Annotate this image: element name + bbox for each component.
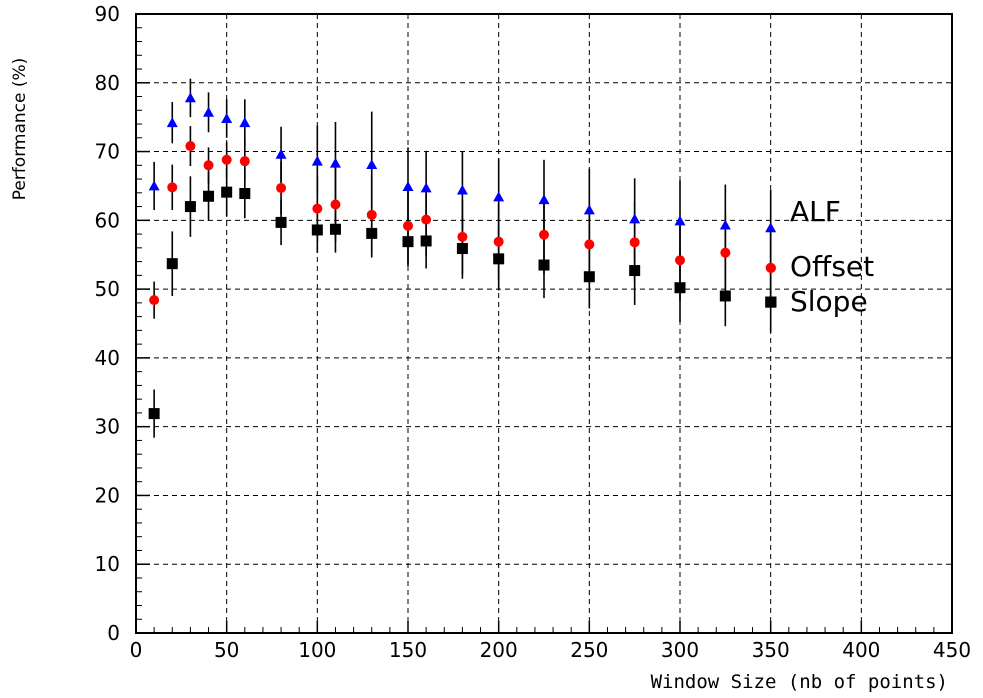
data-point-offset <box>493 236 504 247</box>
y-tick-label: 40 <box>95 346 120 370</box>
x-tick-label: 200 <box>480 638 518 662</box>
data-point-alf <box>402 181 414 192</box>
data-point-alf <box>203 106 215 117</box>
x-tick-label: 300 <box>661 638 699 662</box>
data-point-offset <box>584 239 595 250</box>
data-point-offset <box>239 156 250 167</box>
data-point-alf <box>456 184 468 195</box>
x-tick-label: 50 <box>214 638 239 662</box>
data-point-alf <box>239 117 251 128</box>
x-tick-label: 450 <box>933 638 971 662</box>
data-point-offset <box>312 203 323 214</box>
data-point-alf <box>538 194 550 205</box>
data-point-slope <box>221 186 233 198</box>
data-point-alf <box>719 219 731 230</box>
data-point-offset <box>675 255 685 266</box>
x-tick-label: 0 <box>130 638 143 662</box>
data-point-slope <box>629 265 641 277</box>
data-point-slope <box>166 258 178 270</box>
legend-label-offset: Offset <box>790 250 874 283</box>
legend-marker-offset <box>766 263 776 273</box>
legend-label-slope: Slope <box>790 285 868 318</box>
data-point-alf <box>275 148 287 159</box>
axis-ticks: 0 50 100 150 200 250 300 350 400 450 0 10 20 30 40 50 60… <box>95 2 972 662</box>
data-point-offset <box>366 209 377 220</box>
data-point-offset <box>457 231 468 242</box>
data-point-slope <box>366 227 378 239</box>
y-tick-label: 60 <box>95 208 120 232</box>
data-point-alf <box>765 222 777 233</box>
data-point-slope <box>239 188 251 200</box>
data-point-slope <box>275 216 287 228</box>
data-markers <box>148 92 777 420</box>
x-tick-label: 400 <box>842 638 880 662</box>
data-point-alf <box>329 157 341 168</box>
data-point-offset <box>203 160 214 171</box>
data-point-alf <box>674 215 686 226</box>
plot-frame <box>135 13 953 634</box>
data-point-offset <box>167 182 178 193</box>
data-point-slope <box>148 408 160 420</box>
data-point-slope <box>203 190 215 202</box>
data-point-alf <box>366 159 378 170</box>
data-point-slope <box>456 243 468 255</box>
data-point-alf <box>148 180 160 191</box>
x-tick-label: 350 <box>752 638 790 662</box>
data-point-slope <box>420 235 432 247</box>
data-point-slope <box>583 271 595 283</box>
data-point-alf <box>221 113 233 123</box>
data-point-offset <box>720 247 731 258</box>
data-point-offset <box>421 214 432 225</box>
data-point-slope <box>493 253 505 265</box>
y-tick-label: 90 <box>95 2 120 26</box>
y-axis-title: Performance (%) <box>10 58 30 201</box>
data-point-alf <box>583 204 595 215</box>
data-point-slope <box>538 259 550 271</box>
x-tick-label: 250 <box>570 638 608 662</box>
data-point-offset <box>629 237 640 248</box>
data-point-offset <box>539 229 549 240</box>
data-point-slope <box>402 236 414 248</box>
x-tick-label: 100 <box>298 638 336 662</box>
y-tick-label: 10 <box>95 552 120 576</box>
legend-marker-slope <box>765 296 777 308</box>
y-tick-label: 70 <box>95 140 120 164</box>
y-tick-label: 30 <box>95 415 120 439</box>
y-tick-label: 0 <box>107 621 120 645</box>
data-point-offset <box>276 183 287 194</box>
data-point-slope <box>329 223 341 235</box>
data-point-offset <box>185 141 196 152</box>
y-tick-label: 80 <box>95 71 120 95</box>
grid <box>136 14 952 633</box>
data-point-offset <box>403 220 413 231</box>
data-point-alf <box>166 117 178 128</box>
data-point-slope <box>311 224 323 236</box>
x-tick-label: 150 <box>389 638 427 662</box>
x-axis-title: Window Size (nb of points) <box>651 671 948 693</box>
data-point-offset <box>149 295 160 306</box>
data-point-alf <box>311 155 323 166</box>
data-point-offset <box>221 154 232 165</box>
data-point-alf <box>184 92 196 103</box>
y-tick-label: 50 <box>95 277 120 301</box>
data-point-slope <box>184 201 196 213</box>
data-point-alf <box>629 213 641 224</box>
y-tick-label: 20 <box>95 483 120 507</box>
data-point-offset <box>330 199 341 210</box>
data-point-slope <box>674 282 686 294</box>
data-point-alf <box>493 191 505 202</box>
legend-label-alf: ALF <box>790 195 841 228</box>
data-point-alf <box>420 182 432 193</box>
data-point-slope <box>719 290 731 302</box>
